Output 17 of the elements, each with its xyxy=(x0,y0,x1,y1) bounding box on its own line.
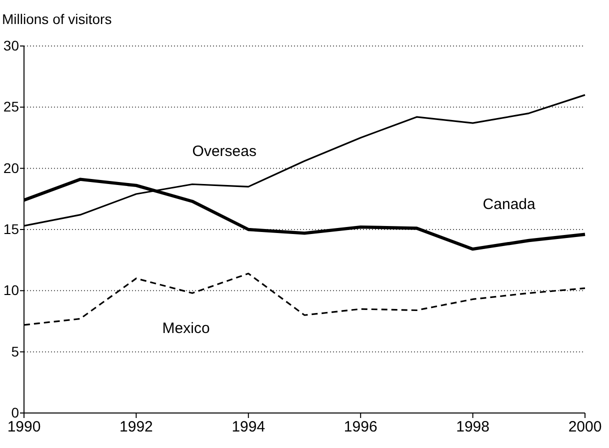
x-tick-label: 1996 xyxy=(344,418,378,436)
x-tick-label: 1998 xyxy=(456,418,490,436)
y-tick-label: 20 xyxy=(3,160,20,176)
y-tick-label: 25 xyxy=(3,98,20,115)
x-tick-label: 1992 xyxy=(120,418,153,436)
text: Mexico xyxy=(162,320,210,338)
y-tick-label: 0 xyxy=(11,404,20,420)
y-tick-label: 5 xyxy=(11,343,20,360)
y-axis-title: Millions of visitors xyxy=(2,11,112,27)
series-label: Canada xyxy=(482,196,536,214)
x-tick-label: 1994 xyxy=(232,418,266,436)
y-tick-label: 10 xyxy=(3,282,20,298)
x-tick-label: 1990 xyxy=(7,418,41,436)
y-tick-label: 15 xyxy=(3,220,20,237)
series-label: Overseas xyxy=(192,143,257,160)
x-tick-label: 2000 xyxy=(568,418,602,436)
y-tick-label: 30 xyxy=(3,37,20,54)
